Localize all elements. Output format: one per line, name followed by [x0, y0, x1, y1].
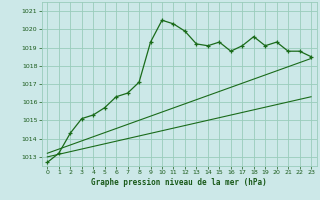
X-axis label: Graphe pression niveau de la mer (hPa): Graphe pression niveau de la mer (hPa): [91, 178, 267, 187]
